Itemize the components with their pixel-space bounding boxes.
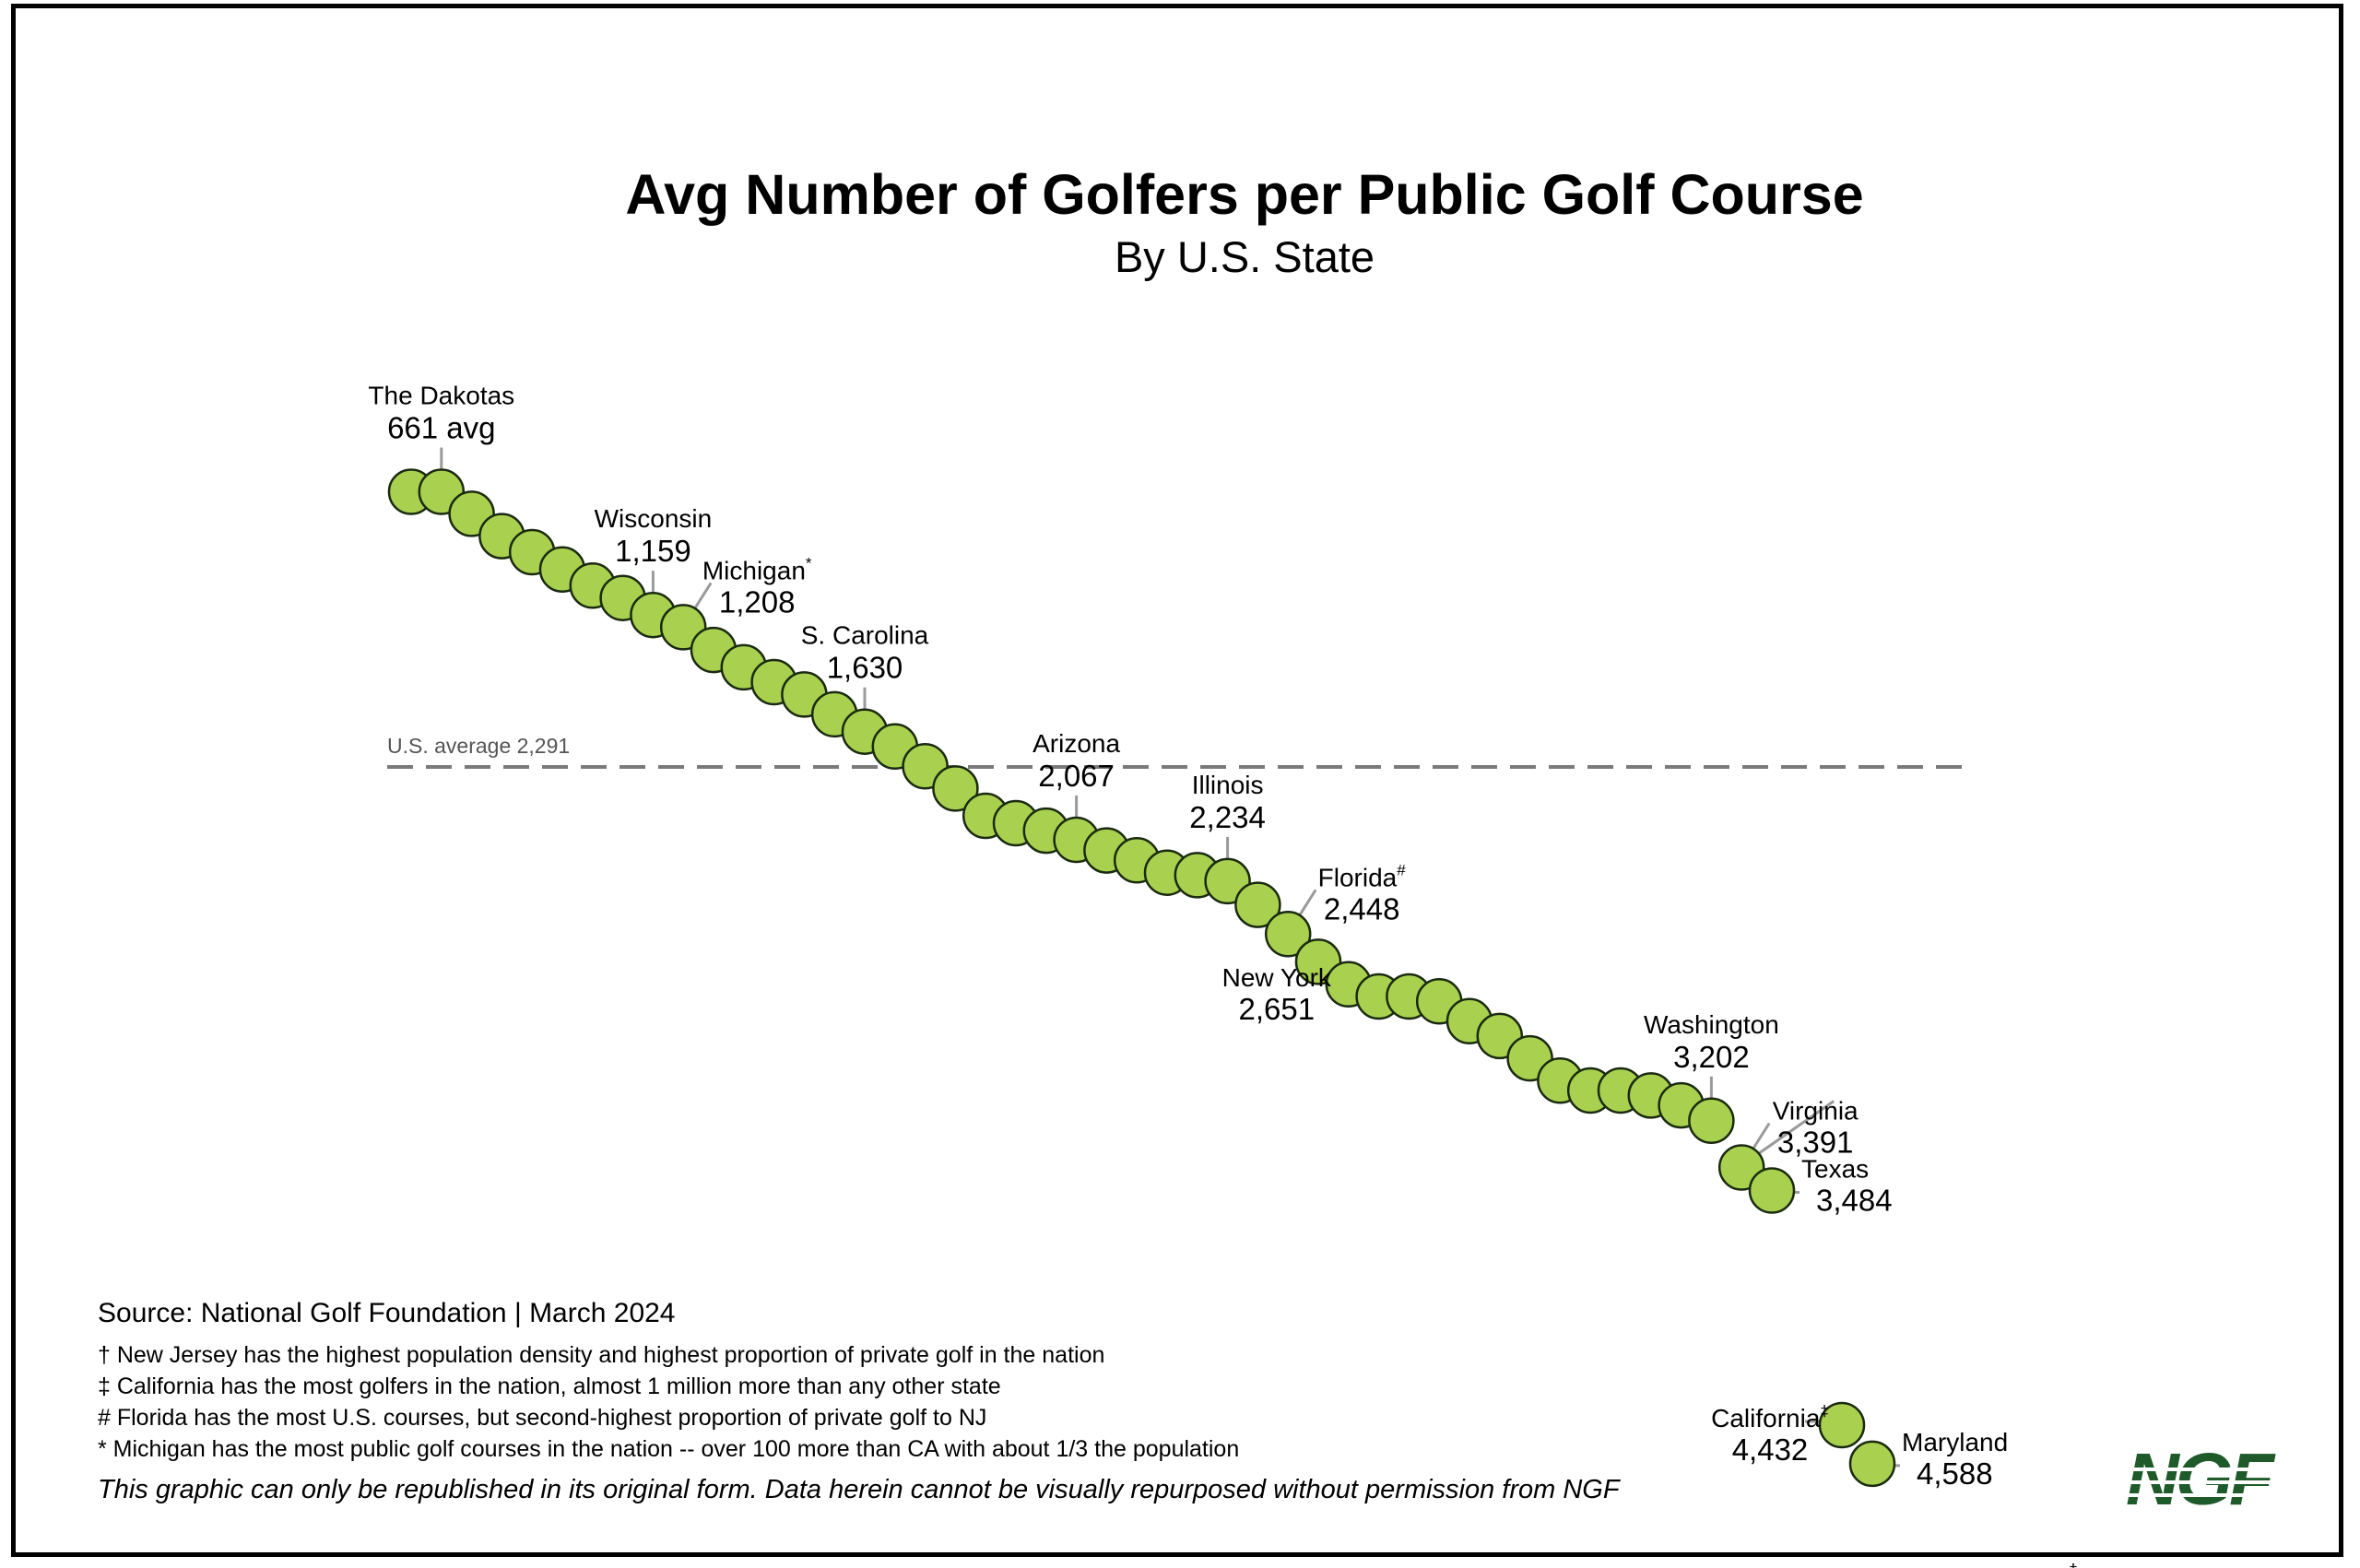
label-value-wisconsin: 1,159 (615, 534, 691, 568)
data-point-30 (1264, 911, 1312, 958)
label-value-the-dakotas: 661 avg (387, 411, 495, 445)
data-points (387, 468, 1896, 1488)
label-value-s-carolina: 1,630 (827, 651, 903, 685)
label-value-michigan: 1,208 (719, 584, 796, 619)
label-name-wisconsin: Wisconsin (595, 504, 713, 533)
label-value-maryland: 4,588 (1917, 1456, 1993, 1491)
label-name-washington: Washington (1644, 1010, 1779, 1039)
disclaimer: This graphic can only be republished in … (98, 1475, 1620, 1504)
label-value-florida: 2,448 (1324, 891, 1400, 925)
label-value-california: 4,432 (1732, 1432, 1809, 1467)
label-name-s-carolina: S. Carolina (801, 621, 929, 650)
label-value-illinois: 2,234 (1189, 800, 1266, 834)
label-value-virginia: 3,391 (1777, 1126, 1854, 1160)
chart-subtitle: By U.S. State (1115, 232, 1375, 281)
ngf-logo: NGF (2126, 1438, 2274, 1520)
source-prefix: Source (98, 1298, 186, 1328)
connector-virginia-long (1753, 1100, 1835, 1158)
footnote-michigan: * Michigan has the most public golf cour… (98, 1436, 1240, 1462)
data-point-19 (932, 765, 979, 812)
source-line: Source: National Golf Foundation | March… (98, 1298, 676, 1329)
label-name-texas: Texas (1801, 1154, 1869, 1183)
logo-speed-lines (2126, 1468, 2310, 1497)
data-point-44 (1688, 1097, 1735, 1145)
data-point-48 (1848, 1440, 1896, 1488)
us-average-label: U.S. average 2,291 (387, 734, 570, 758)
data-point-29 (1234, 881, 1281, 928)
chart-frame (11, 4, 2343, 1557)
label-name-maryland: Maryland (1902, 1428, 2008, 1456)
footnote-new-jersey: † New Jersey has the highest population … (98, 1342, 1105, 1368)
source-text: : National Golf Foundation | March 2024 (185, 1298, 676, 1328)
label-value-texas: 3,484 (1816, 1183, 1893, 1217)
label-value-washington: 3,202 (1673, 1040, 1750, 1074)
footnote-florida: # Florida has the most U.S. courses, but… (98, 1405, 987, 1431)
label-value-arizona: 2,067 (1038, 759, 1115, 793)
label-name-the-dakotas: The Dakotas (368, 382, 514, 410)
label-name-illinois: Illinois (1192, 771, 1264, 799)
label-name-new-york: New York (1222, 963, 1332, 992)
label-name-virginia: Virginia (1773, 1097, 1858, 1126)
footnote-california: ‡ California has the most golfers in the… (98, 1373, 1001, 1399)
label-name-michigan: Michigan* (702, 554, 812, 584)
label-name-florida: Florida# (1318, 861, 1407, 891)
label-name-california: California‡ (1711, 1402, 1829, 1432)
label-value-new-york: 2,651 (1239, 992, 1316, 1026)
data-point-47 (1818, 1401, 1866, 1449)
data-point-46 (1748, 1167, 1796, 1214)
label-name-arizona: Arizona (1032, 729, 1120, 758)
chart-title: Avg Number of Golfers per Public Golf Co… (625, 163, 1863, 226)
label-name-new-jersey: New Jersey† (1934, 1561, 2078, 1568)
